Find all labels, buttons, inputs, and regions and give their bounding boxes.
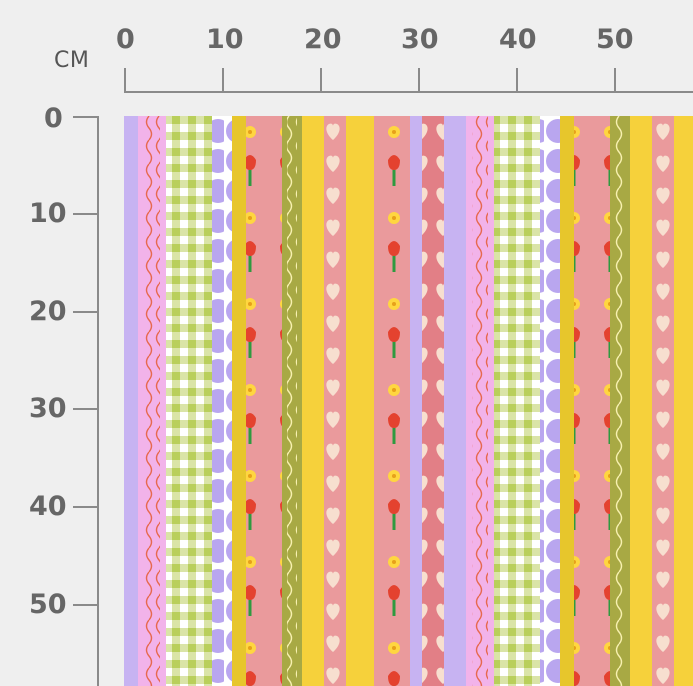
left-ruler-line — [97, 116, 99, 686]
left-tick-label-10: 10 — [29, 198, 67, 229]
left-tick-label-0: 0 — [44, 103, 63, 134]
stripe-pattern — [124, 116, 693, 686]
left-tick-label-30: 30 — [29, 393, 67, 424]
top-tick-label-0: 0 — [116, 24, 135, 55]
fabric-swatch — [124, 116, 693, 686]
top-tick-20 — [320, 68, 322, 92]
left-tick-0 — [73, 116, 97, 118]
left-tick-label-50: 50 — [29, 589, 67, 620]
top-tick-0 — [124, 68, 126, 92]
left-tick-40 — [73, 506, 97, 508]
left-tick-label-20: 20 — [29, 296, 67, 327]
top-tick-label-30: 30 — [401, 24, 439, 55]
left-tick-20 — [73, 311, 97, 313]
top-tick-label-10: 10 — [206, 24, 244, 55]
top-tick-10 — [222, 68, 224, 92]
top-tick-label-20: 20 — [304, 24, 342, 55]
left-tick-10 — [73, 213, 97, 215]
left-tick-label-40: 40 — [29, 491, 67, 522]
top-tick-30 — [418, 68, 420, 92]
left-tick-30 — [73, 408, 97, 410]
top-tick-50 — [614, 68, 616, 92]
top-tick-label-50: 50 — [596, 24, 634, 55]
top-tick-40 — [516, 68, 518, 92]
unit-label: CM — [54, 48, 90, 73]
top-ruler-line — [124, 91, 693, 93]
top-tick-label-40: 40 — [499, 24, 537, 55]
left-tick-50 — [73, 604, 97, 606]
